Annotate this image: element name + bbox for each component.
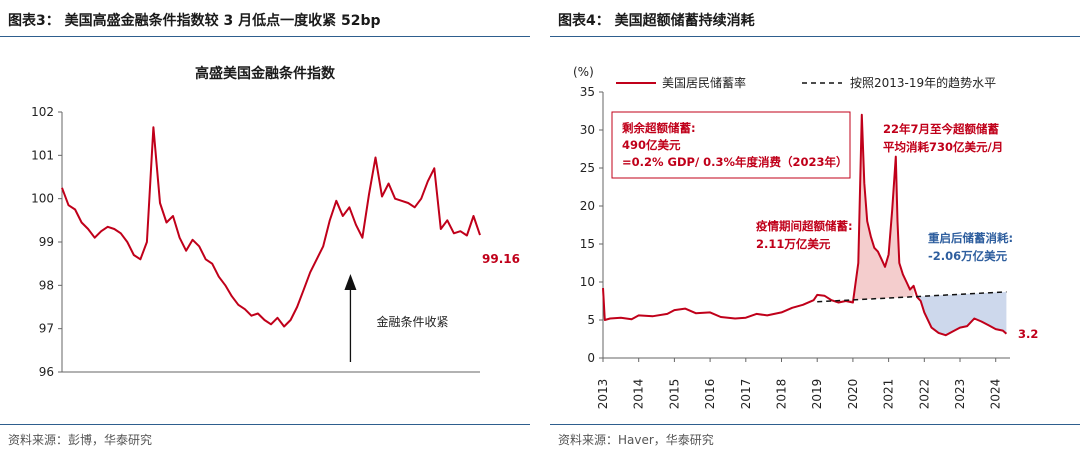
chart2-savings-rate-line [602,113,1008,337]
left-source-note: 资料来源：彭博，华泰研究 [8,433,153,447]
chart1-fci-line [61,126,481,328]
chart2-x-tick-label: 2014 [632,379,646,410]
chart2-depletion-area [917,291,1007,336]
chart1-arrow-head [344,274,357,290]
gs-fci-chart: 高盛美国金融条件指数9697989910010110219-0120-0121-… [31,65,520,379]
chart2-remaining-savings-ratio: =0.2% GDP/ 0.3%年度消费（2023年） [622,155,848,169]
right-source-note: 资料来源：Haver，华泰研究 [558,433,714,447]
chart1-last-value-label: 99.16 [482,252,520,266]
chart1-y-tick-label: 96 [39,365,54,379]
left-bottom-rule [0,424,530,425]
chart2-x-tick-label: 2020 [846,379,860,410]
chart2-x-tick-label: 2015 [667,379,681,410]
chart2-reopening-drawdown-value: -2.06万亿美元 [928,249,1008,263]
chart2-x-tick-label: 2013 [596,379,610,410]
right-figure-title: 图表4： 美国超额储蓄持续消耗 [558,13,755,29]
chart2-y-tick-label: 5 [587,313,595,327]
chart2-x-tick-label: 2022 [917,379,931,410]
left-figure-panel: 图表3： 美国高盛金融条件指数较 3 月低点一度收紧 52bp 高盛美国金融条件… [0,0,530,459]
chart2-pandemic-savings-label: 疫情期间超额储蓄: [756,219,853,233]
chart1-y-tick-label: 101 [31,148,54,162]
chart1-y-tick-label: 102 [31,105,54,119]
chart2-y-tick-label: 30 [580,123,595,137]
chart2-y-tick-label: 10 [580,275,595,289]
chart2-x-tick-label: 2016 [703,379,717,410]
right-top-rule [550,36,1080,37]
right-bottom-rule [550,424,1080,425]
chart2-legend-label-trend: 按照2013-19年的趋势水平 [850,75,996,90]
chart2-remaining-savings-box [611,111,851,179]
chart2-remaining-savings-value: 490亿美元 [622,138,681,152]
chart1-title: 高盛美国金融条件指数 [195,65,336,82]
chart2-reopening-drawdown-label: 重启后储蓄消耗: [928,231,1013,245]
chart2-monthly-drawdown-label-2: 平均消耗730亿美元/月 [883,140,1003,154]
chart1-y-tick-label: 99 [39,235,54,249]
right-figure-panel: 图表4： 美国超额储蓄持续消耗 (%) 0 5 10 15 20 25 30 35 2013 201… [550,0,1080,459]
chart1-y-tick-label: 100 [31,192,54,206]
chart2-y-tick-label: 20 [580,199,595,213]
savings-rate-chart: (%) 0 5 10 15 20 25 30 35 2013 2014 2015 2016 2017 201… [573,65,1038,410]
left-figure-title: 图表3： 美国高盛金融条件指数较 3 月低点一度收紧 52bp [8,13,381,29]
chart2-x-tick-label: 2017 [739,379,753,410]
chart2-x-tick-label: 2019 [810,379,824,410]
chart2-y-tick-label: 15 [580,237,595,251]
chart2-pandemic-savings-value: 2.11万亿美元 [756,237,831,251]
chart2-y-tick-label: 0 [587,351,595,365]
chart2-remaining-savings-label: 剩余超额储蓄: [622,121,696,135]
chart2-trend-line [817,291,1007,303]
chart2-x-tick-label: 2024 [989,379,1003,410]
chart2-x-tick-label: 2018 [775,379,789,410]
left-top-rule [0,36,530,37]
chart1-tightening-label: 金融条件收紧 [376,314,448,329]
chart2-last-value-label: 3.2 [1018,327,1038,341]
chart2-x-tick-label: 2023 [953,379,967,410]
chart2-monthly-drawdown-label-1: 22年7月至今超额储蓄 [883,122,1000,136]
chart2-y-unit: (%) [573,65,594,79]
chart2-x-tick-label: 2021 [882,379,896,410]
chart2-y-tick-label: 35 [580,85,595,99]
chart2-legend-label-savings: 美国居民储蓄率 [662,75,746,90]
chart2-y-tick-label: 25 [580,161,595,175]
chart1-y-tick-label: 97 [39,322,54,336]
chart1-y-tick-label: 98 [39,278,54,292]
